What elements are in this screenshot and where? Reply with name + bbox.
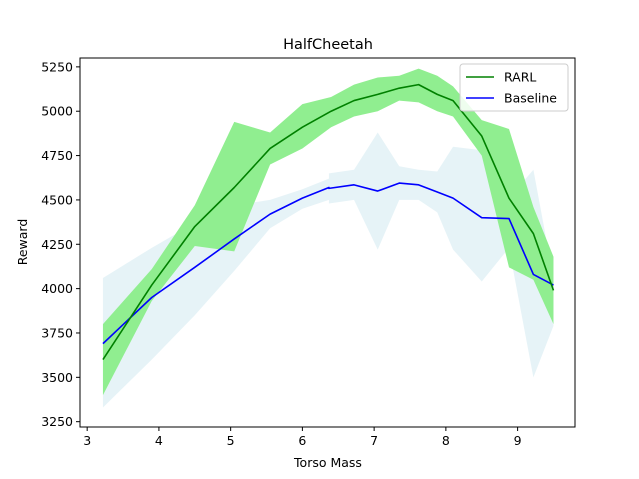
x-axis-title: Torso Mass [293,455,362,470]
x-tick-label: 3 [83,433,91,448]
band-baseline [102,132,554,408]
x-tick-label: 4 [155,433,163,448]
legend-frame [459,63,569,112]
x-tick-label: 8 [442,433,450,448]
y-tick-label: 4250 [41,237,73,252]
legend: RARL Baseline [459,63,569,112]
plot-frame [79,57,576,428]
y-axis-title: Reward [15,219,30,266]
legend-label-baseline: Baseline [504,91,557,106]
series-lines [102,83,555,361]
y-tick-label: 4500 [41,192,73,207]
y-axis: 3250 3500 3750 4000 4250 4500 4750 5000 5250 [41,59,80,429]
x-tick-label: 7 [370,433,378,448]
y-tick-label: 3500 [41,370,73,385]
x-tick-label: 9 [514,433,522,448]
band-rarl [102,68,554,396]
chart-title: HalfCheetah [283,37,373,53]
line-rarl [102,83,555,361]
x-axis: 3 4 5 6 7 8 9 [83,427,522,448]
x-tick-label: 6 [298,433,306,448]
y-tick-label: 3750 [41,325,73,340]
y-tick-label: 3250 [41,414,73,429]
legend-label-rarl: RARL [504,70,536,85]
line-baseline [102,182,554,345]
y-tick-label: 5250 [41,59,73,74]
y-tick-label: 4750 [41,148,73,163]
x-tick-label: 5 [227,433,235,448]
confidence-bands [102,68,554,408]
y-tick-label: 5000 [41,104,73,119]
y-tick-label: 4000 [41,281,73,296]
